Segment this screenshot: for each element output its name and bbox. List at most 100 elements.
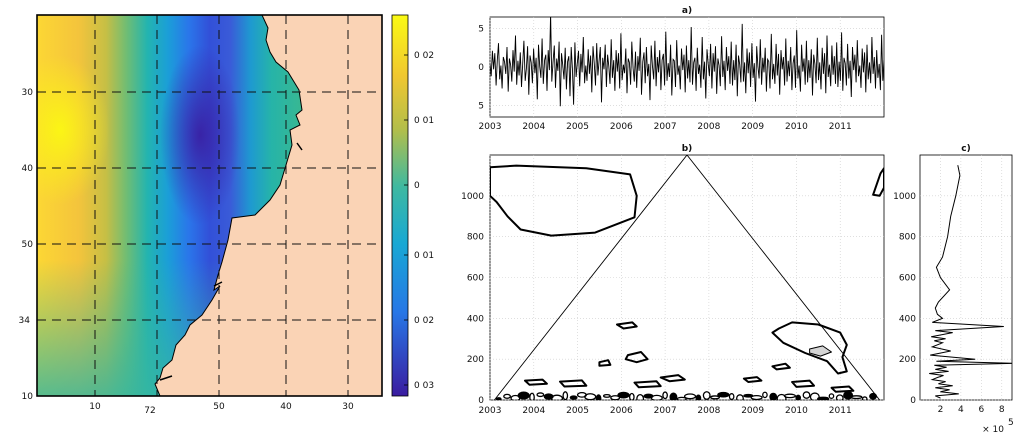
panel-b-x-tick-label: 2010 — [785, 406, 808, 416]
map-y-tick-label: 34 — [19, 316, 31, 326]
map-frame — [36, 14, 383, 397]
wavelet-panel-b: 2003 2004 2005 2006 2007 2008 2009 2010 2011 0 200… — [461, 144, 885, 416]
panel-b-title: b) — [682, 144, 693, 154]
colorbar-tick-label: 0 03 — [414, 381, 434, 391]
panel-c-x-tick-label: 8 — [999, 405, 1005, 415]
wavelet-contour-small — [762, 391, 768, 399]
panel-c-y-tick-label: 1000 — [893, 192, 916, 202]
wavelet-contour-small — [602, 393, 611, 398]
wavelet-contour-small — [795, 394, 802, 400]
panel-a-x-tick-label: 2010 — [785, 122, 808, 132]
map-x-tick-label: 50 — [213, 402, 225, 412]
panel-a-x-tick-label: 2009 — [741, 122, 764, 132]
colorbar-tick-label: 0 02 — [414, 316, 434, 326]
cone-of-influence — [494, 155, 880, 400]
colorbar-tick-label: 0 — [414, 181, 420, 191]
land-mass — [154, 15, 382, 396]
panel-b-x-tick-label: 2005 — [566, 406, 589, 416]
panel-b-y-tick-label: 1000 — [461, 192, 484, 202]
panel-c-series-line — [929, 165, 1012, 399]
map-x-tick-label: 40 — [280, 402, 292, 412]
panel-a-series-line — [490, 17, 884, 107]
map-y-tick-label: 50 — [22, 240, 34, 250]
wavelet-contour-small — [550, 394, 564, 400]
wavelet-contour — [633, 380, 662, 389]
wavelet-contour — [830, 385, 855, 393]
panel-b-x-tick-label: 2011 — [829, 406, 852, 416]
panel-a-x-tick-label: 2005 — [566, 122, 589, 132]
wavelet-contour — [490, 164, 638, 237]
wavelet-contour-small — [750, 394, 763, 400]
panel-a-x-tick-label: 2003 — [479, 122, 502, 132]
wavelet-contour-small — [817, 396, 830, 400]
wavelet-contour — [616, 321, 638, 330]
panel-a-x-tick-label: 2006 — [610, 122, 633, 132]
panel-c-x-tick-label: 6 — [978, 405, 984, 415]
map-y-tick-label: 10 — [22, 392, 34, 402]
wavelet-contour — [791, 379, 815, 388]
panel-c-y-tick-label: 0 — [910, 396, 916, 406]
panel-b-x-tick-label: 2003 — [479, 406, 502, 416]
panel-b-x-tick-label: 2009 — [741, 406, 764, 416]
wavelet-contour-small — [569, 395, 578, 400]
panel-b-y-tick-label: 400 — [467, 314, 484, 324]
panel-c-x-tick-label: 4 — [958, 405, 964, 415]
wavelet-contour-small — [802, 391, 811, 399]
panel-a-x-tick-label: 2004 — [522, 122, 545, 132]
wavelet-contour-small — [683, 393, 697, 400]
map-y-tick-label: 30 — [22, 88, 34, 98]
panel-a-y-tick-label: 0 — [478, 63, 484, 73]
panel-a-y-tick-label: 5 — [478, 101, 484, 111]
panel-a-x-tick-label: 2008 — [697, 122, 720, 132]
wavelet-contour — [559, 379, 588, 388]
map-x-tick-label: 10 — [89, 402, 101, 412]
map-x-tick-label: 30 — [342, 402, 354, 412]
wavelet-contour-small — [783, 393, 797, 399]
wavelet-contour-small — [709, 395, 721, 400]
wavelet-contour — [524, 378, 548, 386]
panel-b-y-tick-label: 0 — [478, 396, 484, 406]
wavelet-contour-small — [695, 394, 702, 400]
wavelet-contour-small — [617, 391, 630, 399]
wavelet-contour-small — [861, 396, 868, 400]
panel-c-x-multiplier-exponent: 5 — [1008, 418, 1014, 428]
wavelet-contour-small — [736, 394, 744, 400]
wavelet-contour-small — [809, 392, 820, 400]
wavelet-contour-small — [776, 393, 787, 400]
wavelet-contour-small — [828, 393, 835, 400]
panel-b-y-tick-label: 200 — [467, 355, 484, 365]
wavelet-contour-small — [843, 390, 854, 400]
panel-b-x-tick-label: 2007 — [654, 406, 677, 416]
wavelet-contour — [872, 167, 884, 197]
panel-b-x-tick-label: 2006 — [610, 406, 633, 416]
panel-a-title: a) — [682, 6, 692, 16]
wavelet-contour — [624, 351, 649, 364]
heatmap-field — [37, 15, 382, 396]
wavelet-contour-small — [835, 394, 844, 400]
panel-a-x-tick-label: 2011 — [829, 122, 852, 132]
panel-b-y-tick-label: 800 — [467, 233, 484, 243]
colorbar-tick-label: 0 01 — [414, 116, 434, 126]
map-y-tick-label: 40 — [22, 164, 34, 174]
map-tick-labels: 30 40 50 34 10 10 72 50 40 30 — [19, 88, 354, 416]
wavelet-contour-small — [850, 395, 863, 400]
wavelet-contour-small — [636, 393, 645, 400]
wavelet-contour-small — [562, 391, 569, 400]
map-grid-lines — [37, 15, 382, 396]
panel-c-title: c) — [961, 144, 970, 154]
panel-a-y-tick-label: 5 — [478, 25, 484, 35]
ocean-heatmap-panel: 30 40 50 34 10 10 72 50 40 30 — [19, 14, 383, 416]
wavelet-contour — [771, 362, 791, 371]
wavelet-contour — [659, 374, 686, 383]
wavelet-contour-small — [728, 393, 735, 400]
panel-b-x-tick-label: 2008 — [697, 406, 720, 416]
wavelet-contour-small — [669, 392, 678, 400]
wavelet-contour-small — [536, 392, 545, 398]
colorbar-tick-label: 0 02 — [414, 51, 434, 61]
wavelet-contour-small — [717, 391, 730, 398]
wavelet-contour-small — [629, 392, 635, 400]
wavelet-contour-small — [517, 391, 530, 400]
wavelet-contour-small — [769, 392, 778, 400]
wavelet-contour-small — [595, 394, 602, 400]
